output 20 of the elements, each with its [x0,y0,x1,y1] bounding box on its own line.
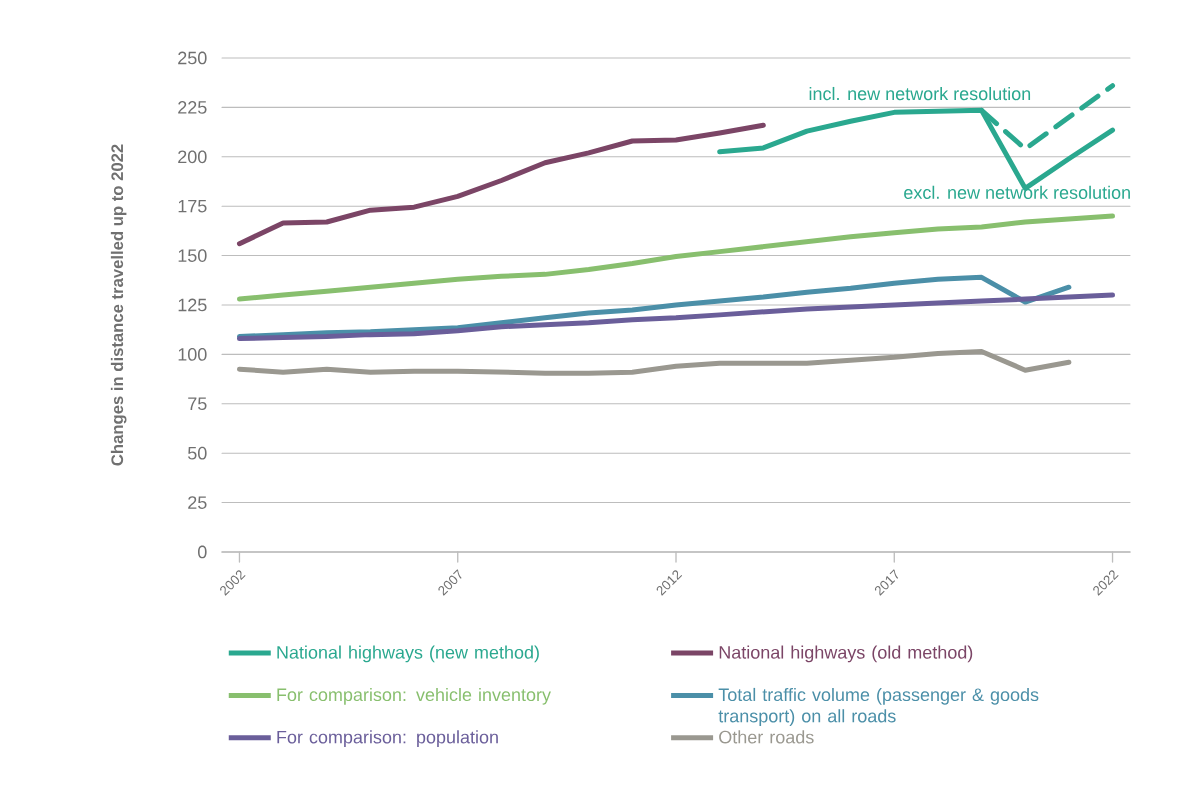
y-tick-label: 125 [178,298,207,312]
y-tick-label: 200 [178,150,207,164]
y-tick-label: 225 [178,101,207,114]
legend-label: Total traffic volume (passenger & goods transport) on all roads [718,687,1039,727]
y-tick-label: 25 [188,496,207,509]
y-tick-label: 0 [198,545,207,559]
y-tick-label: 150 [178,249,207,262]
y-tick-label: 100 [178,348,207,361]
y-tick-label: 75 [188,397,207,411]
y-tick-label: 250 [178,51,207,65]
legend-label: Other roads [719,730,814,744]
legend-label: For comparison: vehicle inventory [277,687,551,705]
annotation: incl. new network resolution [809,86,1031,101]
y-tick-label: 50 [188,446,207,460]
legend-label: For comparison: population [277,730,498,748]
annotation: excl. new network resolution [904,185,1130,199]
y-tick-label: 175 [178,199,207,213]
y-axis-title: Changes in distance travelled up to 2022 [110,144,127,466]
legend-label: National highways (old method) [719,645,973,663]
legend-label: National highways (new method) [277,645,539,663]
